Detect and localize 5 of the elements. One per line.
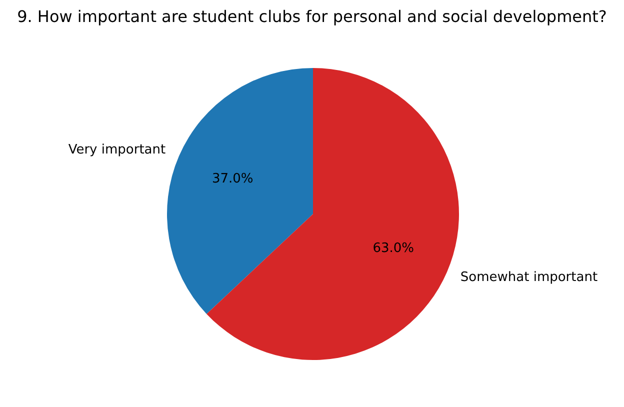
chart-title: 9. How important are student clubs for personal and social development? (17, 7, 607, 26)
slice-label: Somewhat important (460, 270, 598, 286)
data-label: 37.0% (212, 172, 254, 187)
data-label: 63.0% (372, 241, 414, 256)
slice-label: Very important (68, 142, 166, 158)
